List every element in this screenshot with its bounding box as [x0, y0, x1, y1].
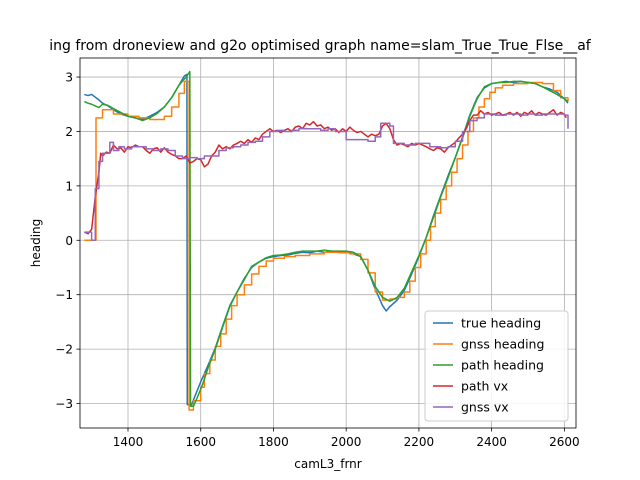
y-tick-label: 2 — [65, 125, 73, 139]
x-axis-label: camL3_frnr — [294, 457, 362, 471]
x-tick-label: 1600 — [185, 435, 216, 449]
y-tick-label: 3 — [65, 71, 73, 85]
legend-box — [424, 310, 569, 422]
series-line-path-heading — [84, 70, 569, 407]
y-axis-ticks: −3 −2 −1 0 1 2 3 — [55, 71, 80, 411]
legend-label-path-vx: path vx — [461, 379, 508, 394]
series-line-path-vx — [84, 108, 567, 235]
x-tick-label: 2400 — [476, 435, 507, 449]
y-tick-label: −3 — [55, 397, 73, 411]
x-tick-label: 1400 — [113, 435, 144, 449]
chart-title: ing from droneview and g2o optimised gra… — [49, 38, 592, 54]
legend-label-gnss-vx: gnss vx — [461, 400, 509, 415]
legend-label-path-heading: path heading — [461, 358, 544, 373]
series-layer — [84, 70, 569, 411]
legend-label-gnss-heading: gnss heading — [461, 337, 544, 352]
plot-frame — [79, 57, 577, 429]
x-axis-ticks: 1400 1600 1800 2000 2200 2400 2600 — [113, 428, 580, 449]
x-tick-label: 2000 — [331, 435, 362, 449]
legend: true heading gnss heading path heading path… — [424, 310, 569, 422]
x-tick-label: 2600 — [549, 435, 580, 449]
x-tick-label: 1800 — [258, 435, 289, 449]
grid-lines — [80, 58, 576, 428]
y-tick-label: −2 — [55, 343, 73, 357]
y-tick-label: 0 — [65, 234, 73, 248]
y-axis-label: heading — [29, 219, 43, 268]
series-line-gnss-heading — [84, 80, 569, 411]
y-tick-label: −1 — [55, 288, 73, 302]
legend-label-true-heading: true heading — [461, 316, 541, 331]
y-tick-label: 1 — [65, 179, 73, 193]
series-line-gnss-vx — [84, 113, 569, 242]
x-tick-label: 2200 — [404, 435, 435, 449]
